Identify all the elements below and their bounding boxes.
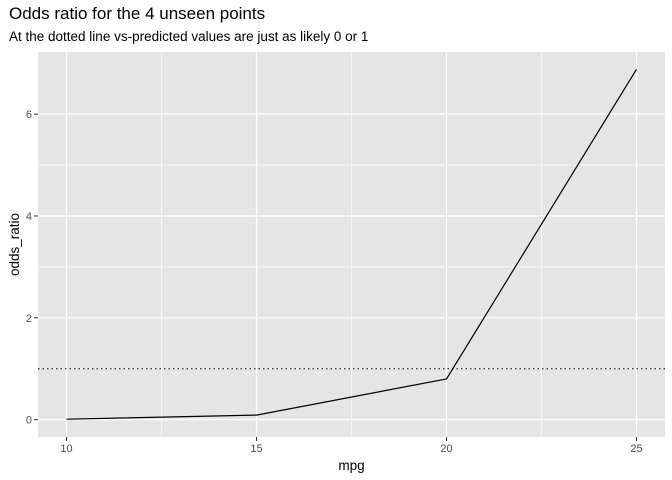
y-axis-title: odds_ratio [7, 213, 22, 276]
x-tick-label: 10 [60, 443, 72, 455]
series-line [66, 68, 638, 420]
y-tick-label: 2 [26, 313, 32, 325]
x-axis-title: mpg [338, 458, 364, 473]
x-tick-label: 20 [440, 443, 452, 455]
y-tick-label: 6 [26, 109, 32, 121]
chart-subtitle: At the dotted line vs-predicted values a… [9, 29, 369, 44]
y-tick-label: 0 [26, 415, 32, 427]
major-gridlines [38, 52, 665, 437]
chart-title: Odds ratio for the 4 unseen points [9, 4, 266, 23]
y-tick-label: 4 [26, 211, 32, 223]
x-tick-label: 25 [630, 443, 642, 455]
x-tick-label: 15 [250, 443, 262, 455]
y-axis-ticks: 0 2 4 6 [26, 109, 38, 427]
x-axis-ticks: 10 15 20 25 [60, 437, 643, 455]
